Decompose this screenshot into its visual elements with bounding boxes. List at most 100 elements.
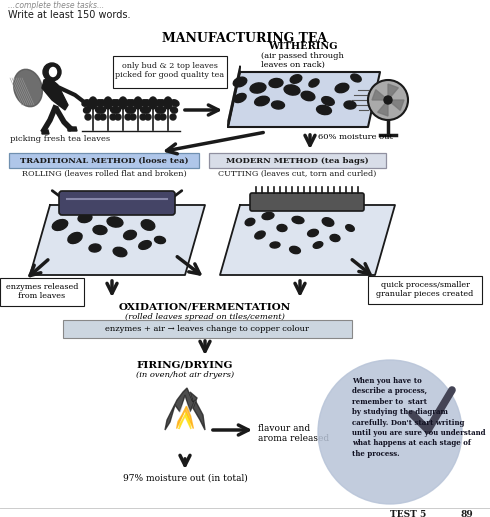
Ellipse shape [170, 114, 176, 120]
Ellipse shape [141, 107, 147, 113]
Polygon shape [176, 406, 194, 429]
Ellipse shape [126, 100, 134, 107]
Text: only bud & 2 top leaves
picked for good quality tea: only bud & 2 top leaves picked for good … [116, 62, 224, 79]
FancyBboxPatch shape [59, 191, 175, 215]
Ellipse shape [262, 212, 274, 220]
FancyBboxPatch shape [368, 276, 482, 304]
FancyBboxPatch shape [63, 320, 352, 338]
Ellipse shape [335, 83, 349, 93]
Ellipse shape [313, 242, 323, 248]
Text: When you have to
describe a process,
remember to  start
by studying the diagram
: When you have to describe a process, rem… [352, 377, 486, 458]
Ellipse shape [155, 107, 163, 113]
Ellipse shape [141, 220, 155, 230]
Ellipse shape [160, 114, 166, 120]
Ellipse shape [134, 97, 142, 109]
Ellipse shape [14, 69, 43, 107]
Polygon shape [378, 100, 388, 116]
Ellipse shape [155, 114, 161, 120]
Ellipse shape [112, 100, 120, 107]
Ellipse shape [141, 100, 149, 107]
Polygon shape [388, 100, 404, 110]
Ellipse shape [284, 85, 300, 95]
Circle shape [318, 360, 462, 504]
Text: flavour and
aroma released: flavour and aroma released [258, 424, 329, 444]
Text: TRADITIONAL METHOD (loose tea): TRADITIONAL METHOD (loose tea) [20, 157, 188, 165]
Ellipse shape [270, 242, 280, 248]
Ellipse shape [89, 244, 101, 252]
Ellipse shape [128, 107, 136, 113]
Ellipse shape [107, 217, 123, 227]
Ellipse shape [164, 97, 172, 109]
Text: (air passed through
leaves on rack): (air passed through leaves on rack) [261, 52, 344, 69]
Ellipse shape [144, 107, 150, 113]
Text: 89: 89 [460, 510, 473, 517]
Ellipse shape [277, 224, 287, 232]
Ellipse shape [142, 100, 150, 107]
Ellipse shape [100, 114, 106, 120]
Text: enzymes + air → leaves change to copper colour: enzymes + air → leaves change to copper … [105, 325, 309, 333]
Circle shape [384, 96, 392, 104]
Ellipse shape [110, 114, 116, 120]
Ellipse shape [97, 100, 105, 107]
Text: ...complete these tasks...: ...complete these tasks... [8, 1, 104, 10]
Ellipse shape [255, 231, 265, 239]
Ellipse shape [351, 74, 361, 82]
Polygon shape [228, 66, 240, 127]
Text: FIRING/DRYING: FIRING/DRYING [137, 360, 233, 369]
Ellipse shape [292, 217, 304, 223]
Ellipse shape [83, 107, 91, 113]
Ellipse shape [98, 107, 105, 113]
Polygon shape [30, 205, 205, 275]
Text: enzymes released
from leaves: enzymes released from leaves [6, 283, 78, 300]
FancyBboxPatch shape [9, 153, 199, 168]
Ellipse shape [158, 107, 166, 113]
Ellipse shape [127, 100, 135, 107]
Ellipse shape [140, 114, 146, 120]
Ellipse shape [115, 114, 121, 120]
Ellipse shape [89, 97, 97, 109]
Ellipse shape [301, 92, 315, 101]
Ellipse shape [317, 105, 331, 115]
Ellipse shape [52, 220, 68, 231]
Ellipse shape [157, 100, 165, 107]
Circle shape [368, 80, 408, 120]
Text: WITHERING: WITHERING [268, 42, 338, 51]
Text: picking fresh tea leaves: picking fresh tea leaves [10, 135, 110, 143]
Ellipse shape [309, 79, 319, 87]
Text: (in oven/hot air dryers): (in oven/hot air dryers) [136, 371, 234, 379]
Ellipse shape [104, 97, 112, 109]
Ellipse shape [113, 247, 127, 257]
Polygon shape [42, 78, 68, 110]
Polygon shape [372, 89, 388, 100]
Ellipse shape [149, 97, 157, 109]
FancyBboxPatch shape [209, 153, 386, 168]
FancyBboxPatch shape [0, 278, 84, 306]
FancyBboxPatch shape [113, 56, 227, 88]
Text: MODERN METHOD (tea bags): MODERN METHOD (tea bags) [226, 157, 368, 165]
Text: TEST 5: TEST 5 [390, 510, 426, 517]
Ellipse shape [308, 230, 319, 237]
Ellipse shape [119, 97, 127, 109]
Text: Write at least 150 words.: Write at least 150 words. [8, 10, 130, 20]
Ellipse shape [290, 246, 300, 254]
Text: 60% moisture out: 60% moisture out [318, 133, 392, 141]
Text: ROLLING (leaves rolled flat and broken): ROLLING (leaves rolled flat and broken) [22, 170, 186, 178]
Ellipse shape [125, 107, 132, 113]
Polygon shape [179, 413, 191, 429]
Ellipse shape [322, 218, 334, 226]
Ellipse shape [96, 100, 104, 107]
Ellipse shape [49, 68, 56, 77]
Polygon shape [68, 127, 77, 131]
Polygon shape [220, 205, 395, 275]
Ellipse shape [123, 231, 136, 240]
Ellipse shape [78, 214, 92, 223]
Ellipse shape [322, 97, 334, 105]
Polygon shape [388, 84, 398, 100]
FancyBboxPatch shape [250, 193, 364, 211]
Ellipse shape [111, 107, 118, 113]
Ellipse shape [85, 114, 91, 120]
Ellipse shape [344, 101, 356, 109]
Ellipse shape [171, 100, 179, 107]
Polygon shape [228, 72, 380, 127]
Ellipse shape [330, 234, 340, 241]
